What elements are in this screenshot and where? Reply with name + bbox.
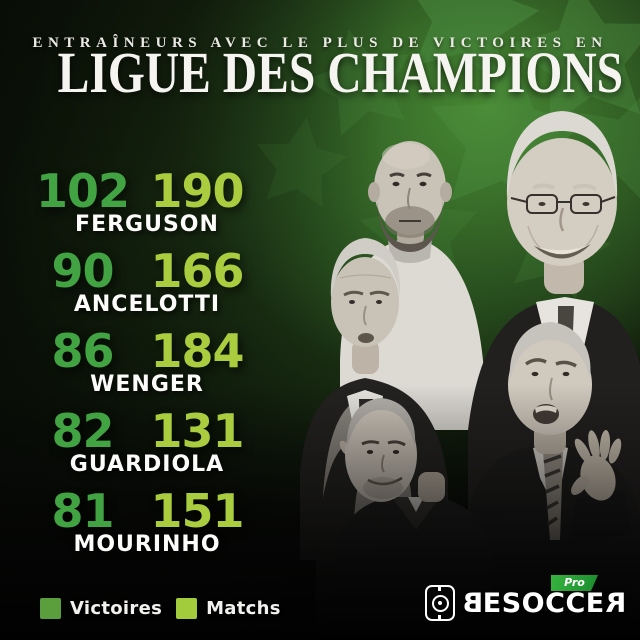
coach-name: GUARDIOLA	[69, 452, 225, 477]
coach-name: ANCELOTTI	[73, 292, 221, 317]
pitch-top-tick	[438, 586, 441, 591]
matches-value: 151	[150, 484, 244, 538]
wins-value: 82	[51, 404, 114, 458]
victories-label: Victoires	[70, 598, 163, 619]
besoccer-logo: Pro BESOCCER	[424, 575, 626, 621]
wins-value: 86	[51, 324, 114, 378]
matches-value: 184	[150, 324, 244, 378]
stat-row-guardiola: 82 131 GUARDIOLA	[20, 404, 292, 477]
legend: Victoires Matchs	[40, 598, 281, 619]
page-title: LIGUE DES CHAMPIONS	[57, 40, 624, 105]
wins-value: 90	[51, 244, 114, 298]
matches-label: Matchs	[206, 598, 281, 619]
stat-row-wenger: 86 184 WENGER	[20, 324, 292, 397]
pitch-bottom-tick	[438, 615, 441, 620]
matches-value: 131	[150, 404, 244, 458]
wins-value: 81	[51, 484, 114, 538]
coach-name: FERGUSON	[75, 212, 219, 237]
stat-row-ferguson: 102 190 FERGUSON	[20, 164, 292, 237]
wins-value: 102	[35, 164, 130, 218]
matches-value: 190	[150, 164, 244, 218]
victories-swatch	[40, 598, 61, 619]
pro-badge: Pro	[551, 575, 598, 591]
legend-matches: Matchs	[176, 598, 281, 619]
stat-row-ancelotti: 90 166 ANCELOTTI	[20, 244, 292, 317]
stats-list: 102 190 FERGUSON 90 166 ANCELOTTI 86 184…	[20, 168, 292, 568]
legend-victories: Victoires	[40, 598, 162, 619]
pitch-icon	[424, 585, 455, 621]
stat-row-mourinho: 81 151 MOURINHO	[20, 484, 292, 557]
pitch-center-dot	[437, 601, 442, 605]
wordmark-r: R	[604, 587, 626, 619]
besoccer-wordmark: BESOCCER	[461, 587, 626, 619]
coach-name: WENGER	[90, 372, 204, 397]
matches-value: 166	[150, 244, 244, 298]
matches-swatch	[176, 598, 198, 619]
wordmark-mid: ESOCCE	[482, 587, 605, 619]
coach-name: MOURINHO	[73, 532, 221, 557]
wordmark-b: B	[461, 587, 483, 619]
